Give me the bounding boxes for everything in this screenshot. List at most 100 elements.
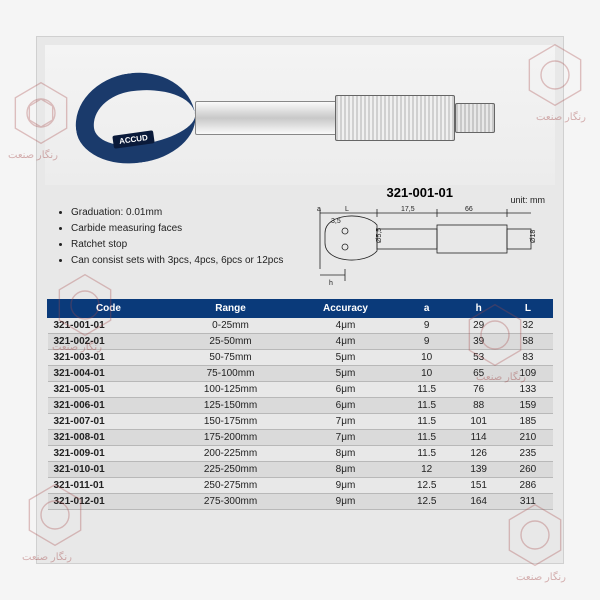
dim-dia5: Ø5,5 bbox=[376, 228, 383, 243]
table-cell: 260 bbox=[503, 462, 552, 478]
table-cell: 25-50mm bbox=[169, 334, 291, 350]
table-cell: 311 bbox=[503, 494, 552, 510]
table-row: 321-009-01200-225mm8μm11.5126235 bbox=[48, 446, 553, 462]
table-cell: 321-003-01 bbox=[48, 350, 170, 366]
table-cell: 6μm bbox=[292, 398, 400, 414]
table-cell: 133 bbox=[503, 382, 552, 398]
table-cell: 101 bbox=[454, 414, 503, 430]
table-cell: 164 bbox=[454, 494, 503, 510]
table-cell: 126 bbox=[454, 446, 503, 462]
table-cell: 39 bbox=[454, 334, 503, 350]
dim-L: L bbox=[345, 206, 349, 213]
table-cell: 6μm bbox=[292, 382, 400, 398]
table-row: 321-012-01275-300mm9μm12.5164311 bbox=[48, 494, 553, 510]
table-cell: 321-008-01 bbox=[48, 430, 170, 446]
col-h: h bbox=[454, 300, 503, 318]
table-cell: 53 bbox=[454, 350, 503, 366]
feature-item: Can consist sets with 3pcs, 4pcs, 6pcs o… bbox=[71, 253, 297, 269]
table-cell: 11.5 bbox=[399, 446, 454, 462]
dim-17-5: 17,5 bbox=[401, 206, 415, 213]
spec-table-container: Code Range Accuracy a h L 321-001-010-25… bbox=[47, 299, 553, 510]
table-row: 321-007-01150-175mm7μm11.5101185 bbox=[48, 414, 553, 430]
feature-list: Graduation: 0.01mm Carbide measuring fac… bbox=[57, 205, 297, 269]
table-cell: 235 bbox=[503, 446, 552, 462]
table-cell: 12 bbox=[399, 462, 454, 478]
dim-3-5: 3,5 bbox=[331, 218, 341, 225]
table-cell: 9μm bbox=[292, 494, 400, 510]
watermark-text: رنگار صنعت bbox=[516, 572, 566, 583]
table-cell: 9 bbox=[399, 318, 454, 334]
table-row: 321-008-01175-200mm7μm11.5114210 bbox=[48, 430, 553, 446]
table-row: 321-004-0175-100mm5μm1065109 bbox=[48, 366, 553, 382]
table-cell: 12.5 bbox=[399, 478, 454, 494]
table-cell: 8μm bbox=[292, 446, 400, 462]
table-cell: 65 bbox=[454, 366, 503, 382]
table-cell: 58 bbox=[503, 334, 552, 350]
table-cell: 321-001-01 bbox=[48, 318, 170, 334]
table-header-row: Code Range Accuracy a h L bbox=[48, 300, 553, 318]
table-cell: 139 bbox=[454, 462, 503, 478]
table-cell: 9μm bbox=[292, 478, 400, 494]
dim-a: a bbox=[317, 206, 321, 213]
table-row: 321-003-0150-75mm5μm105383 bbox=[48, 350, 553, 366]
product-photo: ACCUD bbox=[45, 45, 555, 185]
table-row: 321-001-010-25mm4μm92932 bbox=[48, 318, 553, 334]
table-cell: 88 bbox=[454, 398, 503, 414]
micrometer-thimble bbox=[335, 95, 455, 141]
micrometer-illustration: ACCUD bbox=[75, 63, 535, 173]
table-cell: 32 bbox=[503, 318, 552, 334]
table-cell: 225-250mm bbox=[169, 462, 291, 478]
feature-item: Ratchet stop bbox=[71, 237, 297, 253]
table-cell: 4μm bbox=[292, 318, 400, 334]
table-cell: 159 bbox=[503, 398, 552, 414]
dimension-diagram: a L 3,5 17,5 66 Ø5,5 Ø18 h bbox=[315, 203, 545, 289]
table-cell: 5μm bbox=[292, 366, 400, 382]
table-cell: 7μm bbox=[292, 430, 400, 446]
table-cell: 0-25mm bbox=[169, 318, 291, 334]
table-body: 321-001-010-25mm4μm92932321-002-0125-50m… bbox=[48, 318, 553, 510]
table-cell: 321-011-01 bbox=[48, 478, 170, 494]
feature-item: Carbide measuring faces bbox=[71, 221, 297, 237]
table-cell: 29 bbox=[454, 318, 503, 334]
table-cell: 100-125mm bbox=[169, 382, 291, 398]
table-row: 321-010-01225-250mm8μm12139260 bbox=[48, 462, 553, 478]
table-cell: 321-005-01 bbox=[48, 382, 170, 398]
table-row: 321-005-01100-125mm6μm11.576133 bbox=[48, 382, 553, 398]
micrometer-frame bbox=[69, 65, 200, 171]
table-row: 321-011-01250-275mm9μm12.5151286 bbox=[48, 478, 553, 494]
col-accuracy: Accuracy bbox=[292, 300, 400, 318]
table-cell: 210 bbox=[503, 430, 552, 446]
table-cell: 250-275mm bbox=[169, 478, 291, 494]
table-cell: 10 bbox=[399, 350, 454, 366]
col-a: a bbox=[399, 300, 454, 318]
table-cell: 5μm bbox=[292, 350, 400, 366]
table-cell: 10 bbox=[399, 366, 454, 382]
datasheet-page: ACCUD 321-001-01 unit: mm bbox=[36, 36, 564, 564]
table-cell: 50-75mm bbox=[169, 350, 291, 366]
table-cell: 321-002-01 bbox=[48, 334, 170, 350]
table-cell: 321-012-01 bbox=[48, 494, 170, 510]
table-cell: 321-004-01 bbox=[48, 366, 170, 382]
table-cell: 275-300mm bbox=[169, 494, 291, 510]
table-cell: 8μm bbox=[292, 462, 400, 478]
table-cell: 75-100mm bbox=[169, 366, 291, 382]
table-cell: 321-010-01 bbox=[48, 462, 170, 478]
dim-h: h bbox=[329, 280, 333, 287]
table-cell: 200-225mm bbox=[169, 446, 291, 462]
micrometer-ratchet bbox=[455, 103, 495, 133]
dim-66: 66 bbox=[465, 206, 473, 213]
table-cell: 321-007-01 bbox=[48, 414, 170, 430]
model-number: 321-001-01 bbox=[387, 185, 454, 200]
col-range: Range bbox=[169, 300, 291, 318]
feature-item: Graduation: 0.01mm bbox=[71, 205, 297, 221]
table-cell: 11.5 bbox=[399, 398, 454, 414]
table-cell: 321-009-01 bbox=[48, 446, 170, 462]
col-L: L bbox=[503, 300, 552, 318]
table-cell: 175-200mm bbox=[169, 430, 291, 446]
table-cell: 125-150mm bbox=[169, 398, 291, 414]
table-cell: 7μm bbox=[292, 414, 400, 430]
table-row: 321-006-01125-150mm6μm11.588159 bbox=[48, 398, 553, 414]
table-cell: 286 bbox=[503, 478, 552, 494]
table-cell: 185 bbox=[503, 414, 552, 430]
col-code: Code bbox=[48, 300, 170, 318]
